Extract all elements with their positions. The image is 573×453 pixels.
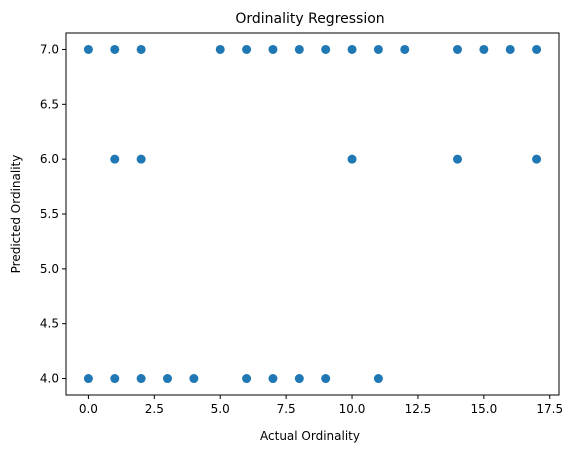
scatter-point bbox=[242, 44, 252, 54]
scatter-point bbox=[373, 374, 383, 384]
y-tick-label: 6.0 bbox=[40, 152, 59, 166]
scatter-point bbox=[215, 44, 225, 54]
scatter-point bbox=[163, 374, 172, 384]
scatter-point bbox=[479, 44, 489, 54]
scatter-point bbox=[321, 44, 331, 54]
scatter-point bbox=[110, 374, 120, 384]
scatter-point bbox=[294, 374, 304, 384]
x-tick-label: 0.0 bbox=[79, 402, 98, 416]
points-layer bbox=[83, 44, 542, 384]
scatter-point bbox=[453, 154, 462, 164]
x-tick-label: 10.0 bbox=[339, 402, 366, 416]
y-tick-label: 7.0 bbox=[40, 42, 59, 56]
x-tick-label: 15.0 bbox=[471, 402, 498, 416]
chart-title: Ordinality Regression bbox=[235, 11, 384, 27]
y-tick-label: 4.0 bbox=[40, 372, 59, 386]
scatter-point bbox=[268, 374, 278, 384]
y-tick-label: 6.5 bbox=[40, 97, 59, 111]
x-tick-label: 12.5 bbox=[405, 402, 432, 416]
x-tick-label: 5.0 bbox=[211, 402, 230, 416]
y-axis-label: Predicted Ordinality bbox=[9, 155, 23, 274]
plot-frame bbox=[65, 32, 560, 396]
scatter-point bbox=[532, 44, 542, 54]
scatter-point bbox=[110, 44, 120, 54]
x-tick-label: 7.5 bbox=[277, 402, 296, 416]
scatter-point bbox=[453, 44, 462, 54]
scatter-point bbox=[189, 374, 199, 384]
scatter-point bbox=[136, 44, 146, 54]
scatter-point bbox=[505, 44, 515, 54]
scatter-point bbox=[400, 44, 410, 54]
scatter-point bbox=[242, 374, 252, 384]
scatter-point bbox=[110, 154, 120, 164]
y-tick-label: 5.0 bbox=[40, 262, 59, 276]
scatter-point bbox=[373, 44, 383, 54]
x-tick-label: 2.5 bbox=[145, 402, 164, 416]
scatter-point bbox=[347, 154, 357, 164]
x-axis-label: Actual Ordinality bbox=[260, 429, 360, 443]
x-axis: 0.0 2.5 5.0 7.5 10.0 12.5 15.0 17.5 bbox=[79, 395, 563, 416]
y-axis: 4.0 4.5 5.0 5.5 6.0 6.5 7.0 bbox=[40, 42, 66, 386]
y-tick-label: 5.5 bbox=[40, 207, 59, 221]
y-tick-label: 4.5 bbox=[40, 317, 59, 331]
scatter-point bbox=[83, 44, 93, 54]
scatter-point bbox=[532, 154, 542, 164]
scatter-point bbox=[294, 44, 304, 54]
scatter-point bbox=[136, 154, 146, 164]
scatter-point bbox=[136, 374, 146, 384]
scatter-point bbox=[83, 374, 93, 384]
scatter-point bbox=[321, 374, 331, 384]
scatter-point bbox=[347, 44, 357, 54]
x-tick-label: 17.5 bbox=[536, 402, 563, 416]
scatter-point bbox=[268, 44, 278, 54]
